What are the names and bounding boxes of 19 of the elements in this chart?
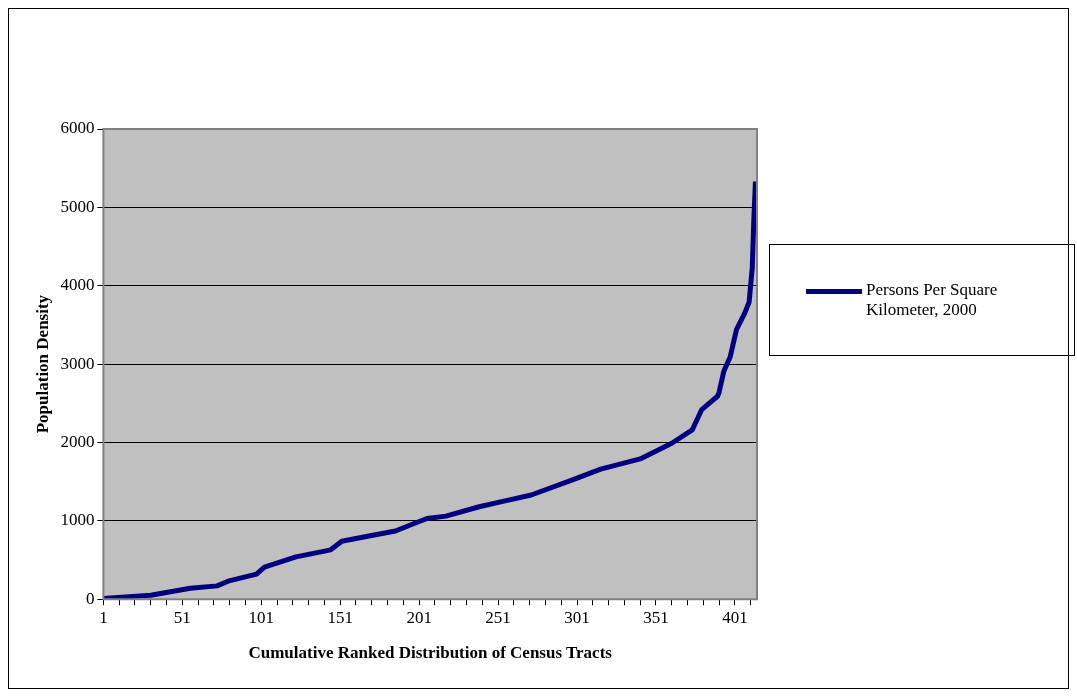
- y-tick-label: 3000: [60, 353, 95, 373]
- y-tick-label: 1000: [60, 510, 95, 530]
- x-tick-label: 101: [248, 607, 275, 627]
- y-tick-label: 5000: [60, 196, 95, 216]
- x-tick-label: 401: [722, 607, 748, 627]
- x-tick-label: 1: [99, 607, 108, 627]
- x-tick-label: 301: [564, 607, 590, 627]
- y-tick-label: 6000: [60, 118, 95, 138]
- y-tick-label: 4000: [60, 275, 95, 295]
- x-axis-title: Cumulative Ranked Distribution of Census Tracts: [248, 643, 613, 663]
- y-tick-label: 0: [85, 588, 95, 608]
- x-tick-label: 151: [327, 607, 353, 627]
- x-tick-label: 51: [173, 607, 191, 627]
- y-axis-title: Population Density: [32, 294, 52, 434]
- y-tick-label: 2000: [60, 431, 95, 451]
- x-tick-label: 251: [485, 607, 511, 627]
- x-tick-label: 351: [643, 607, 669, 627]
- x-tick-label: 201: [406, 607, 432, 627]
- legend-label: Persons Per Square Kilometer, 2000: [866, 280, 999, 320]
